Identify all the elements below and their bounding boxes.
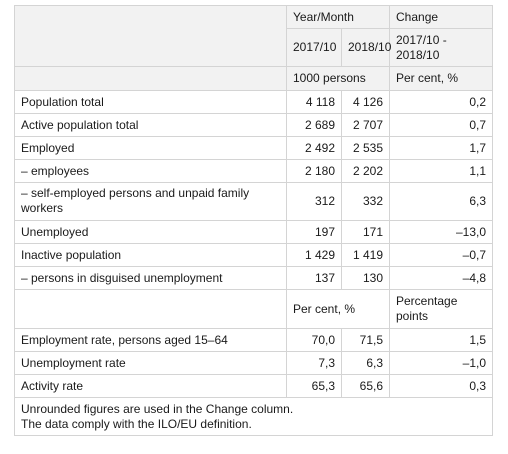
value-b: 171 [341, 220, 390, 244]
unit-change-counts: Per cent, % [389, 66, 493, 91]
value-a: 2 180 [286, 159, 342, 183]
table-row: Employed 2 492 2 535 1,7 [14, 136, 493, 160]
change-header: Change [389, 5, 493, 29]
value-change: 0,7 [389, 113, 493, 137]
change-period: 2017/10 - 2018/10 [389, 28, 493, 67]
value-change: 1,1 [389, 159, 493, 183]
value-a: 137 [286, 266, 342, 290]
header-row-years: 2017/10 2018/10 2017/10 - 2018/10 [15, 28, 493, 67]
value-b: 1 419 [341, 243, 390, 267]
value-a: 2 492 [286, 136, 342, 160]
row-label: Employment rate, persons aged 15–64 [14, 328, 287, 352]
value-change: –4,8 [389, 266, 493, 290]
value-a: 2 689 [286, 113, 342, 137]
table-row: Unemployed 197 171 –13,0 [14, 220, 493, 244]
value-change: 1,7 [389, 136, 493, 160]
value-b: 65,6 [341, 374, 390, 398]
value-change: 0,3 [389, 374, 493, 398]
value-b: 2 707 [341, 113, 390, 137]
value-a: 1 429 [286, 243, 342, 267]
value-a: 70,0 [286, 328, 342, 352]
value-a: 197 [286, 220, 342, 244]
row-label: Unemployment rate [14, 351, 287, 375]
value-b: 6,3 [341, 351, 390, 375]
row-label: – employees [14, 159, 287, 183]
table-row: Active population total 2 689 2 707 0,7 [14, 113, 493, 137]
value-a: 4 118 [286, 90, 342, 114]
row-label: Inactive population [14, 243, 287, 267]
row-label: Active population total [14, 113, 287, 137]
footnote: Unrounded figures are used in the Change… [21, 401, 294, 416]
footnotes: Unrounded figures are used in the Change… [14, 397, 493, 436]
value-b: 4 126 [341, 90, 390, 114]
row-label: – self-employed persons and unpaid famil… [14, 182, 287, 221]
table-row: Employment rate, persons aged 15–64 70,0… [14, 328, 493, 352]
value-a: 7,3 [286, 351, 342, 375]
table-row: – persons in disguised unemployment 137 … [14, 266, 493, 290]
value-b: 71,5 [341, 328, 390, 352]
value-change: –13,0 [389, 220, 493, 244]
unit-rates: Per cent, % [286, 289, 390, 329]
footnote-row: Unrounded figures are used in the Change… [14, 397, 493, 436]
row-label: Activity rate [14, 374, 287, 398]
value-a: 65,3 [286, 374, 342, 398]
value-change: 1,5 [389, 328, 493, 352]
labour-force-table: Year/Month Change 2017/10 2018/10 2017/1… [14, 5, 493, 436]
value-change: 6,3 [389, 182, 493, 221]
row-label: – persons in disguised unemployment [14, 266, 287, 290]
value-change: –1,0 [389, 351, 493, 375]
period-header: Year/Month [286, 5, 390, 29]
row-label: Unemployed [14, 220, 287, 244]
value-b: 130 [341, 266, 390, 290]
table-row: – self-employed persons and unpaid famil… [14, 182, 493, 221]
value-a: 312 [286, 182, 342, 221]
value-change: –0,7 [389, 243, 493, 267]
header-row-units: 1000 persons Per cent, % [14, 66, 493, 91]
table-row: Inactive population 1 429 1 419 –0,7 [14, 243, 493, 267]
year-col-b: 2018/10 [341, 28, 391, 67]
value-b: 2 535 [341, 136, 390, 160]
row-label: Population total [14, 90, 287, 114]
rates-unit-corner [14, 289, 287, 329]
row-label: Employed [14, 136, 287, 160]
value-b: 2 202 [341, 159, 390, 183]
unit-change-rates: Percentage points [389, 289, 493, 329]
value-b: 332 [341, 182, 390, 221]
table-row: Activity rate 65,3 65,6 0,3 [14, 374, 493, 398]
footnote: The data comply with the ILO/EU definiti… [21, 416, 252, 431]
value-change: 0,2 [389, 90, 493, 114]
year-col-a: 2017/10 [286, 28, 342, 67]
unit-corner [14, 66, 287, 91]
table-row: Unemployment rate 7,3 6,3 –1,0 [14, 351, 493, 375]
table-row: Population total 4 118 4 126 0,2 [14, 90, 493, 114]
header-row-period: Year/Month Change [14, 5, 493, 67]
unit-counts: 1000 persons [286, 66, 390, 91]
table-row: – employees 2 180 2 202 1,1 [14, 159, 493, 183]
rates-unit-row: Per cent, % Percentage points [14, 289, 493, 329]
header-corner [14, 5, 287, 67]
